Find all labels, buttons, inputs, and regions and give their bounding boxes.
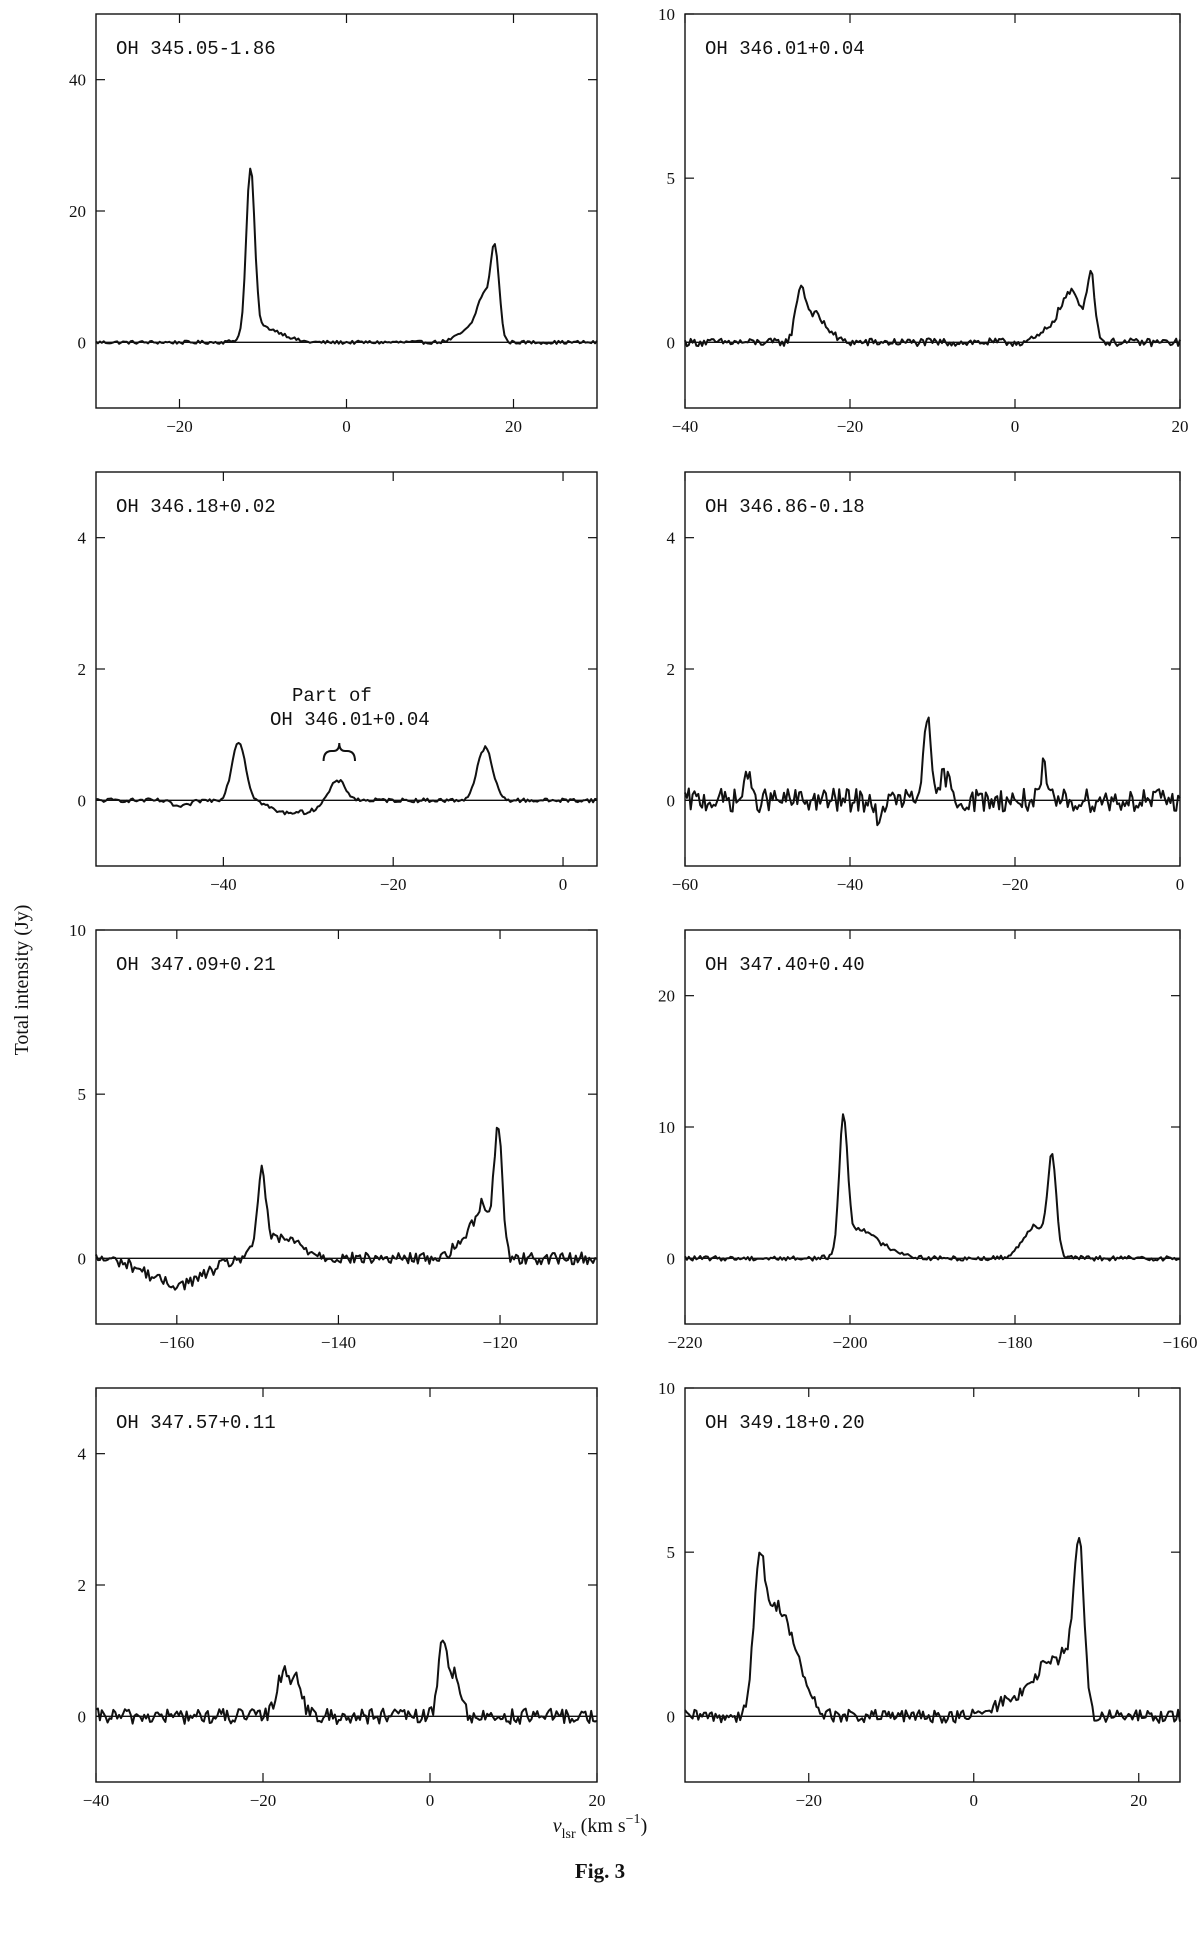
- x-tick-label: 0: [342, 417, 351, 436]
- panel-title: OH 347.57+0.11: [116, 1412, 276, 1434]
- y-tick-label: 2: [667, 660, 676, 679]
- panel-frame: [95, 13, 598, 409]
- y-tick-label: 5: [667, 169, 676, 188]
- x-tick-label: −120: [482, 1333, 517, 1352]
- panel-title: OH 346.86-0.18: [705, 496, 865, 518]
- x-tick-label: −160: [1162, 1333, 1197, 1352]
- y-tick-label: 2: [78, 1576, 87, 1595]
- panel-title: OH 347.09+0.21: [116, 954, 276, 976]
- spectrum-line: [684, 1113, 1180, 1262]
- y-tick-label: 10: [658, 5, 675, 24]
- spectrum-panel-7: −40 −20 0 20 0 2 4 OH 347.57+0.11: [78, 1387, 606, 1810]
- spectrum-line: [684, 269, 1181, 348]
- annotation-brace: [322, 742, 356, 762]
- panel-title: OH 346.18+0.02: [116, 496, 276, 518]
- x-tick-label: 20: [1130, 1791, 1147, 1810]
- x-tick-label: −40: [837, 875, 864, 894]
- x-axis-title-main: v: [553, 1815, 562, 1837]
- y-tick-label: 10: [658, 1379, 675, 1398]
- y-tick-label: 20: [658, 987, 675, 1006]
- spectrum-panel-3: −40 −20 0 0 2 4 OH 346.18+0.02: [78, 471, 598, 894]
- x-tick-label: 0: [1176, 875, 1185, 894]
- y-tick-label: 0: [78, 1707, 87, 1726]
- y-tick-label: 40: [69, 71, 86, 90]
- y-tick-label: 2: [78, 660, 87, 679]
- panel-frame: [684, 471, 1181, 867]
- x-tick-label: −40: [83, 1791, 110, 1810]
- annotation-line-1: Part of: [292, 685, 372, 707]
- panel-frame: [95, 471, 598, 867]
- y-tick-label: 0: [78, 333, 87, 352]
- x-tick-label: 0: [559, 875, 568, 894]
- y-tick-label: 0: [667, 333, 676, 352]
- panel-frame: [95, 1387, 598, 1783]
- annotation-line-2: OH 346.01+0.04: [270, 709, 430, 731]
- x-tick-label: −140: [321, 1333, 356, 1352]
- spectrum-panel-4: −60 −40 −20 0 0 2 4 OH 346.86-0.18: [667, 471, 1185, 894]
- x-tick-label: −40: [210, 875, 237, 894]
- x-tick-label: 0: [426, 1791, 435, 1810]
- x-tick-label: −160: [159, 1333, 194, 1352]
- x-tick-label: −200: [832, 1333, 867, 1352]
- panel-title: OH 345.05-1.86: [116, 38, 276, 60]
- y-tick-label: 0: [667, 1249, 676, 1268]
- panel-title: OH 346.01+0.04: [705, 38, 865, 60]
- panel-frame: [684, 13, 1181, 409]
- y-tick-label: 5: [667, 1543, 676, 1562]
- y-tick-label: 20: [69, 202, 86, 221]
- annotation-part-of: Part of OH 346.01+0.04: [270, 685, 430, 762]
- y-tick-label: 10: [69, 921, 86, 940]
- x-axis-title: vlsr (km s−1): [553, 1812, 647, 1842]
- x-tick-label: −20: [380, 875, 407, 894]
- x-axis-title-units: (km s: [576, 1815, 626, 1837]
- spectrum-line: [684, 716, 1181, 827]
- x-tick-label: −180: [997, 1333, 1032, 1352]
- x-tick-label: 20: [505, 417, 522, 436]
- spectrum-line: [95, 1126, 598, 1291]
- x-tick-label: 20: [589, 1791, 606, 1810]
- y-tick-label: 4: [78, 529, 87, 548]
- panel-title: OH 349.18+0.20: [705, 1412, 865, 1434]
- x-tick-label: −20: [250, 1791, 277, 1810]
- y-tick-label: 0: [78, 791, 87, 810]
- panel-frame: [684, 929, 1181, 1325]
- x-tick-label: −40: [672, 417, 699, 436]
- y-axis-title: Total intensity (Jy): [11, 905, 33, 1056]
- spectrum-panel-2: −40 −20 0 20 0 5 10 OH 346.01+0.04: [658, 5, 1189, 436]
- figure-caption: Fig. 3: [575, 1859, 625, 1883]
- x-tick-label: −20: [1002, 875, 1029, 894]
- x-tick-label: 20: [1172, 417, 1189, 436]
- panel-frame: [684, 1387, 1181, 1783]
- x-tick-label: −60: [672, 875, 699, 894]
- y-tick-label: 4: [667, 529, 676, 548]
- x-tick-label: −20: [837, 417, 864, 436]
- spectrum-panel-1: −20 0 20 0 20 40 OH 345.05-1.86: [69, 13, 598, 436]
- spectrum-line: [95, 1639, 598, 1725]
- y-tick-label: 0: [667, 1707, 676, 1726]
- x-tick-label: 0: [970, 1791, 979, 1810]
- panel-frame: [95, 929, 598, 1325]
- spectrum-panel-6: −220 −200 −180 −160 0 10 20 OH 347.40+0.40: [658, 929, 1198, 1352]
- x-axis-title-exp: −1: [626, 1812, 641, 1827]
- y-tick-label: 10: [658, 1118, 675, 1137]
- y-tick-label: 4: [78, 1445, 87, 1464]
- spectrum-line: [95, 741, 598, 816]
- y-tick-label: 0: [78, 1249, 87, 1268]
- y-tick-label: 0: [667, 791, 676, 810]
- spectrum-line: [95, 167, 598, 345]
- panel-title: OH 347.40+0.40: [705, 954, 865, 976]
- x-axis-title-sub: lsr: [562, 1827, 576, 1842]
- x-tick-label: 0: [1011, 417, 1020, 436]
- spectrum-line: [684, 1537, 1181, 1724]
- y-tick-label: 5: [78, 1085, 87, 1104]
- spectrum-panel-8: −20 0 20 0 5 10 OH 349.18+0.20: [658, 1379, 1181, 1810]
- spectrum-panel-5: −160 −140 −120 0 5 10 OH 347.09+0.21: [69, 921, 598, 1352]
- x-tick-label: −20: [795, 1791, 822, 1810]
- x-tick-label: −220: [667, 1333, 702, 1352]
- x-axis-title-close: ): [641, 1815, 648, 1837]
- x-tick-label: −20: [166, 417, 193, 436]
